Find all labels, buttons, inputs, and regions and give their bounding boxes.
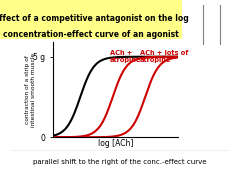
Text: parallel shift to the right of the conc.-effect curve: parallel shift to the right of the conc.… — [33, 159, 207, 165]
Text: effect of a competitive antagonist on the log: effect of a competitive antagonist on th… — [0, 14, 189, 23]
Text: concentration-effect curve of an agonist: concentration-effect curve of an agonist — [3, 30, 179, 39]
X-axis label: log [ACh]: log [ACh] — [97, 139, 133, 148]
Text: ACh + lots of
atropine: ACh + lots of atropine — [140, 50, 188, 63]
Text: ACh +
atropine: ACh + atropine — [110, 50, 142, 63]
Y-axis label: contraction of a strip of
intestinal smooth muscle: contraction of a strip of intestinal smo… — [25, 53, 36, 127]
FancyBboxPatch shape — [5, 149, 235, 175]
